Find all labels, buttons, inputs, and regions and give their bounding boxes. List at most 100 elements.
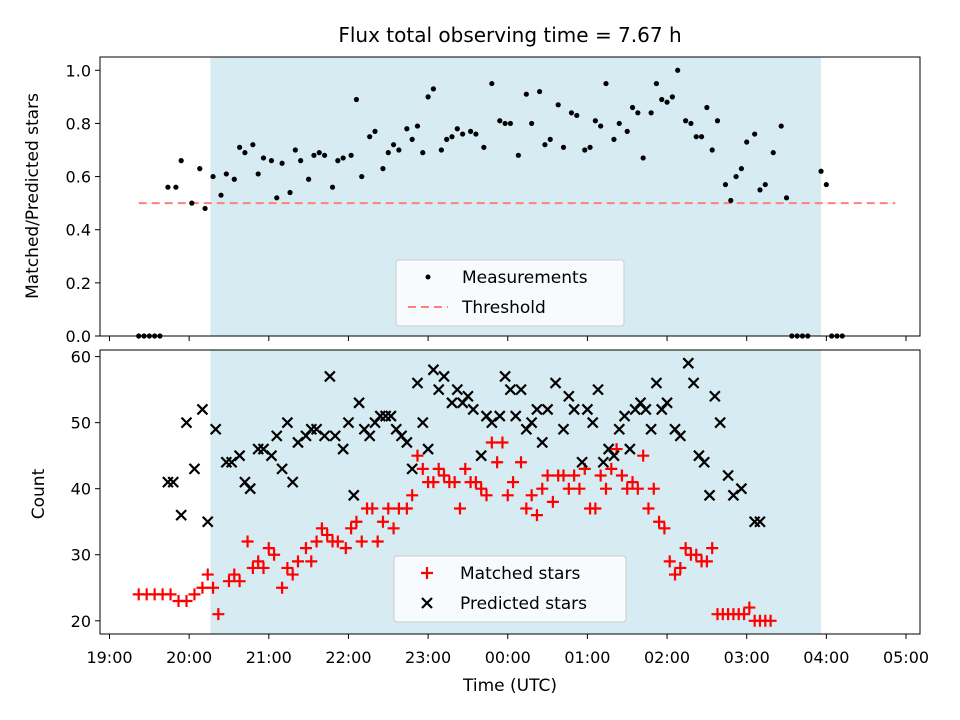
matched-star-point bbox=[485, 436, 498, 449]
measurement-point bbox=[683, 118, 689, 124]
matched-star-point bbox=[400, 502, 413, 515]
matched-star-point bbox=[738, 608, 751, 621]
measurement-point bbox=[473, 131, 479, 137]
measurement-point bbox=[648, 110, 654, 116]
predicted-star-point bbox=[714, 416, 726, 429]
matched-star-point bbox=[222, 575, 235, 588]
matched-star-point bbox=[196, 581, 209, 594]
measurement-point bbox=[603, 80, 609, 87]
predicted-star-point bbox=[324, 370, 336, 383]
predicted-star-point bbox=[209, 423, 222, 436]
measurement-point bbox=[298, 158, 304, 164]
measurement-point bbox=[757, 187, 763, 193]
measurement-point bbox=[574, 112, 580, 119]
predicted-star-point bbox=[401, 436, 413, 449]
predicted-star-point bbox=[494, 410, 506, 422]
measurement-point bbox=[523, 91, 529, 97]
matched-star-point bbox=[520, 502, 533, 515]
measurement-point bbox=[165, 184, 171, 190]
measurement-point bbox=[770, 150, 776, 156]
measurement-point bbox=[231, 176, 237, 182]
predicted-star-point bbox=[682, 357, 695, 369]
matched-star-point bbox=[491, 456, 504, 469]
matched-star-point bbox=[475, 482, 488, 495]
bottom-panel: 20 30 40 50 60 19:00 20:00 21:00 22:00 23:00 00:0… bbox=[29, 348, 929, 696]
top-y-tick-label: 1.0 bbox=[66, 61, 91, 80]
measurement-point bbox=[664, 99, 670, 105]
predicted-star-point bbox=[411, 377, 424, 389]
measurement-point bbox=[560, 144, 567, 150]
legend-measurements-label: Measurements bbox=[462, 268, 588, 288]
matched-star-point bbox=[448, 476, 461, 489]
measurement-point bbox=[189, 200, 195, 206]
predicted-star-point bbox=[318, 430, 331, 442]
predicted-star-point bbox=[201, 515, 214, 528]
predicted-star-point bbox=[467, 403, 480, 416]
measurement-point bbox=[555, 102, 561, 108]
measurement-point bbox=[279, 160, 285, 166]
matched-star-point bbox=[679, 542, 692, 555]
matched-star-point bbox=[299, 542, 312, 555]
bottom-legend: Matched stars Predicted stars bbox=[393, 555, 627, 623]
measurement-point bbox=[624, 128, 630, 134]
x-tick-label: 00:00 bbox=[485, 648, 531, 667]
matched-star-point bbox=[706, 542, 719, 555]
measurement-point bbox=[454, 126, 460, 132]
matched-star-point bbox=[438, 469, 451, 482]
legend-predicted-marker bbox=[421, 597, 433, 609]
legend-matched-label: Matched stars bbox=[460, 564, 580, 584]
measurement-point bbox=[367, 134, 373, 140]
measurement-point bbox=[255, 171, 261, 177]
measurement-point bbox=[425, 94, 431, 100]
x-tick-label: 23:00 bbox=[405, 648, 451, 667]
predicted-star-point bbox=[754, 515, 766, 528]
matched-star-point bbox=[605, 462, 618, 475]
measurement-point bbox=[568, 110, 575, 116]
measurement-point bbox=[409, 136, 415, 142]
top-y-axis: 0.0 0.2 0.4 0.6 0.8 1.0 bbox=[66, 61, 100, 346]
predicted-star-point bbox=[342, 416, 355, 429]
predicted-star-point bbox=[422, 443, 434, 455]
measurement-point bbox=[385, 150, 391, 156]
predicted-star-point bbox=[613, 423, 626, 436]
predicted-star-point bbox=[645, 423, 657, 436]
predicted-star-point bbox=[337, 443, 349, 455]
measurement-point bbox=[353, 96, 360, 103]
matched-star-point bbox=[371, 535, 384, 548]
measurement-point bbox=[714, 118, 721, 124]
predicted-star-point bbox=[586, 416, 599, 429]
measurement-point bbox=[460, 131, 466, 137]
matched-star-point bbox=[366, 502, 379, 515]
measurement-point bbox=[762, 181, 768, 188]
matched-star-point bbox=[637, 449, 650, 462]
predicted-star-point bbox=[233, 449, 246, 462]
measurement-point bbox=[547, 136, 553, 142]
measurement-point bbox=[197, 166, 203, 172]
predicted-star-point bbox=[735, 482, 748, 495]
bottom-y-tick-label: 40 bbox=[71, 480, 91, 499]
matched-star-point bbox=[292, 555, 305, 568]
measurement-point bbox=[783, 195, 790, 201]
measurement-point bbox=[306, 176, 312, 182]
predicted-star-point bbox=[563, 390, 575, 403]
matched-star-point bbox=[615, 469, 628, 482]
matched-star-point bbox=[480, 489, 493, 502]
measurement-point bbox=[698, 134, 705, 140]
measurement-point bbox=[359, 173, 365, 180]
predicted-star-point bbox=[188, 463, 201, 475]
measurement-point bbox=[335, 158, 341, 164]
measurement-point bbox=[709, 147, 715, 153]
matched-star-point bbox=[658, 522, 671, 535]
predicted-star-point bbox=[175, 509, 187, 521]
measurement-point bbox=[449, 134, 455, 140]
predicted-star-point bbox=[650, 377, 663, 389]
predicted-star-point bbox=[499, 370, 511, 383]
predicted-star-point bbox=[549, 377, 562, 389]
matched-star-point bbox=[432, 462, 445, 475]
matched-star-point bbox=[416, 462, 429, 475]
predicted-star-point bbox=[687, 377, 700, 389]
measurement-point bbox=[515, 152, 521, 158]
measurement-point bbox=[414, 123, 421, 129]
matched-star-point bbox=[281, 561, 294, 574]
